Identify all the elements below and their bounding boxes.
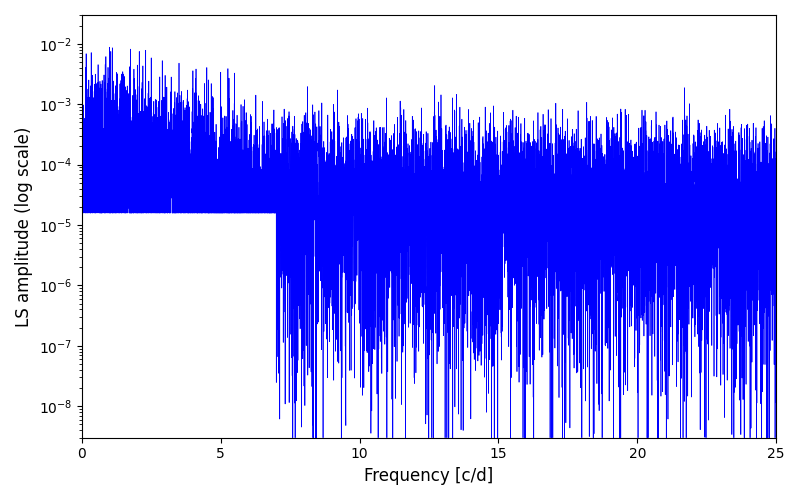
X-axis label: Frequency [c/d]: Frequency [c/d] [364,467,494,485]
Y-axis label: LS amplitude (log scale): LS amplitude (log scale) [15,126,33,326]
